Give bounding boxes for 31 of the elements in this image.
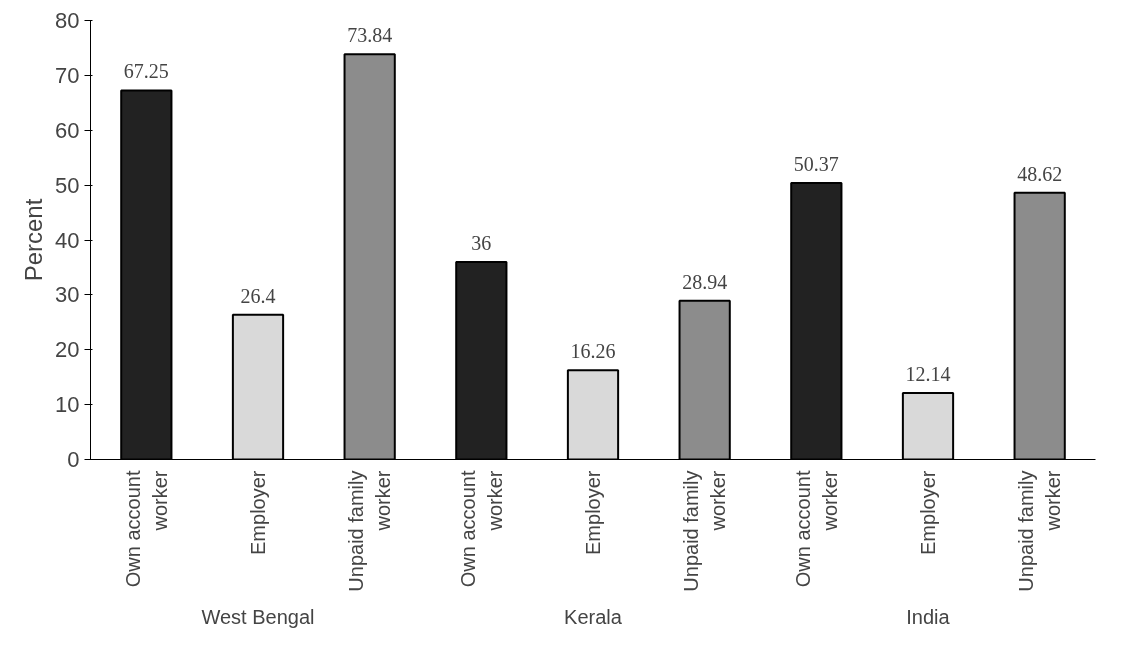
y-tick-label: 50 — [55, 172, 80, 198]
x-tick-label: Employer — [917, 470, 939, 555]
text: Kerala — [564, 605, 623, 628]
x-tick-label: Own account worker — [122, 470, 171, 588]
data-label: 26.4 — [240, 284, 276, 307]
x-tick-label: Own account worker — [792, 470, 841, 588]
y-axis-title: Percent — [20, 198, 48, 282]
y-tick-label: 70 — [55, 62, 80, 88]
data-label: 67.25 — [123, 60, 169, 83]
y-tick-label: 30 — [55, 282, 80, 308]
y-tick-label: 80 — [55, 8, 80, 33]
x-tick-label: Employer — [247, 470, 269, 555]
y-tick-label: 40 — [55, 227, 80, 253]
x-tick-label: Own account worker — [457, 470, 506, 588]
y-tick-label: 20 — [55, 337, 80, 363]
y-tick-label: 10 — [55, 392, 80, 418]
data-label: 48.62 — [1017, 162, 1063, 185]
data-label: 73.84 — [347, 24, 393, 47]
text: West Bengal — [201, 605, 315, 628]
data-label: 50.37 — [793, 153, 839, 176]
text: India — [906, 605, 951, 628]
data-label: 16.26 — [570, 340, 616, 363]
x-tick-label: Employer — [582, 470, 604, 555]
data-label: 36 — [471, 231, 492, 254]
x-tick-label: Unpaid family worker — [680, 470, 729, 592]
data-label: 12.14 — [905, 362, 951, 385]
data-label: 28.94 — [682, 270, 728, 293]
y-tick-label: 60 — [55, 117, 80, 143]
x-tick-label: Unpaid family worker — [345, 470, 394, 592]
y-tick-label: 0 — [67, 447, 80, 472]
x-tick-label: Unpaid family worker — [1015, 470, 1064, 592]
